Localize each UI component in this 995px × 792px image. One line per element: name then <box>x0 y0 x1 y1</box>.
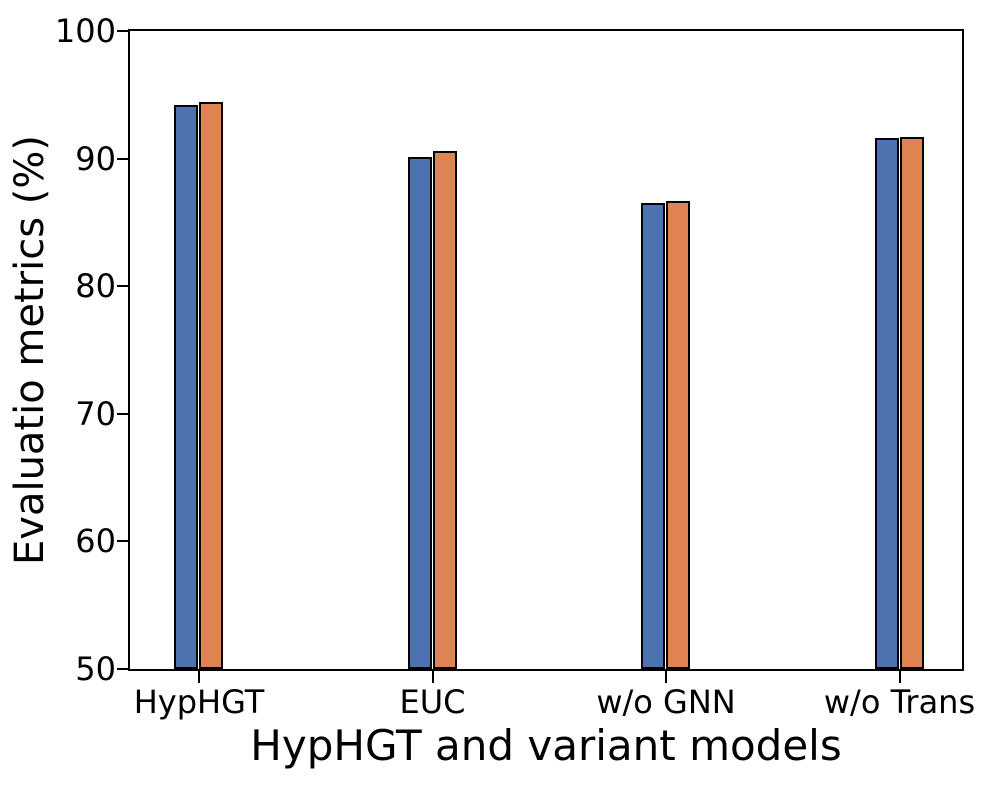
y-tick-label-90: 90 <box>75 139 116 178</box>
bar-euc-blue-series <box>407 157 432 669</box>
y-tick-mark <box>117 285 130 288</box>
y-tick-label-50: 50 <box>75 650 116 688</box>
y-axis-label: Evaluatio metrics (%) <box>7 135 53 565</box>
y-tick-label-60: 60 <box>75 522 116 561</box>
bar-hyphgt-blue-series <box>174 105 198 669</box>
bar-euc-orange-series <box>432 150 457 669</box>
bar-hyphgt-orange-series <box>199 102 223 669</box>
x-axis-label: HypHGT and variant models <box>250 721 842 770</box>
x-tick-mark <box>198 671 200 683</box>
y-tick-mark <box>117 30 130 32</box>
y-tick-mark <box>117 668 130 670</box>
x-tick-mark <box>665 671 667 683</box>
x-tick-mark <box>431 671 434 683</box>
plot-area <box>128 29 964 671</box>
y-tick-label-70: 70 <box>75 394 116 433</box>
y-tick-mark <box>117 157 130 160</box>
y-tick-mark <box>117 540 130 543</box>
bar-w-o-trans-blue-series <box>874 138 899 669</box>
x-tick-label-w-o-trans: w/o Trans <box>823 683 976 721</box>
bar-w-o-trans-orange-series <box>899 136 924 669</box>
y-tick-label-80: 80 <box>75 267 116 306</box>
bar-w-o-gnn-orange-series <box>666 200 690 669</box>
x-tick-label-euc: EUC <box>399 683 466 721</box>
y-tick-label-100: 100 <box>54 12 116 50</box>
y-tick-mark <box>117 412 130 415</box>
x-tick-label-hyphgt: HypHGT <box>133 683 265 721</box>
x-tick-mark <box>898 671 901 683</box>
x-tick-label-w-o-gnn: w/o GNN <box>596 683 736 721</box>
bar-w-o-gnn-blue-series <box>641 203 665 669</box>
